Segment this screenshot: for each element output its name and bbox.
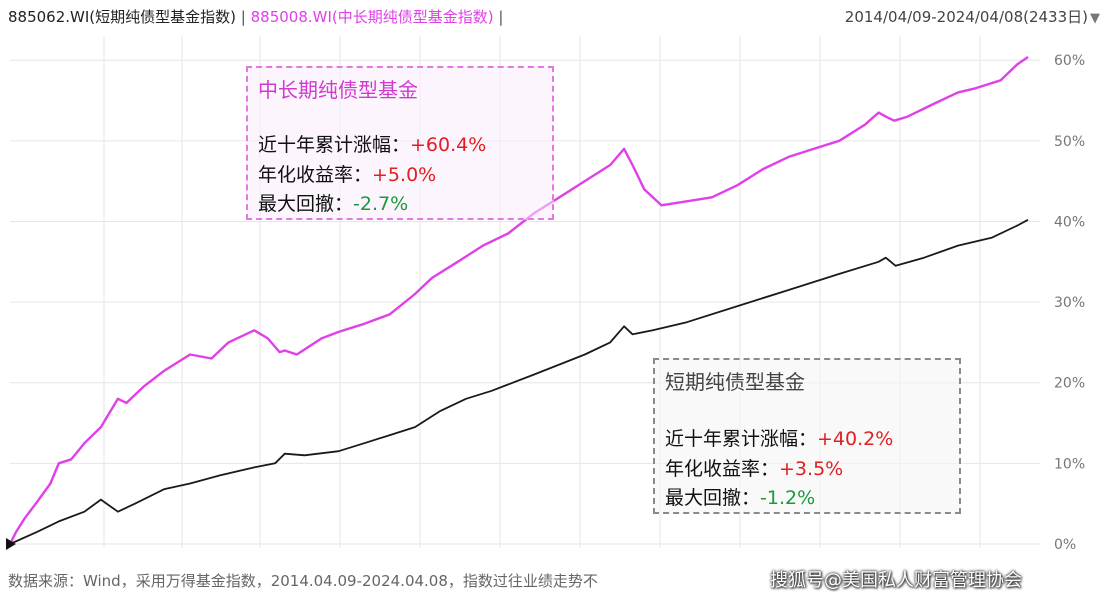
start-point-marker (6, 538, 16, 550)
short-term-box-title: 短期纯债型基金 (665, 370, 805, 394)
short-term-cum-label: 近十年累计涨幅： (665, 428, 818, 450)
y-tick-label: 0% (1054, 537, 1076, 553)
long-term-cum-value: +60.4% (410, 134, 487, 156)
y-tick-label: 50% (1054, 134, 1085, 150)
short-term-dd-value: -1.2% (760, 487, 816, 509)
short-term-cum-value: +40.2% (817, 428, 894, 450)
long-term-fund-stats-box: 中长期纯债型基金 近十年累计涨幅：+60.4% 年化收益率：+5.0% 最大回撤… (246, 66, 554, 220)
long-term-series-line (8, 56, 1029, 545)
short-term-series-line (9, 219, 1029, 545)
short-term-cum-row: 近十年累计涨幅：+40.2% (665, 424, 893, 451)
y-axis: 0% 10% 20% 30% 40% 50% 60% (1054, 53, 1085, 553)
legend-short-series[interactable]: 885062.WI(短期纯债型基金指数) (8, 8, 236, 26)
long-term-dd-label: 最大回撤： (258, 193, 354, 215)
y-tick-label: 20% (1054, 376, 1085, 392)
short-term-ann-value: +3.5% (779, 458, 844, 480)
dropdown-triangle-icon[interactable]: ▼ (1090, 11, 1100, 26)
short-term-dd-label: 最大回撤： (665, 487, 761, 509)
long-term-dd-row: 最大回撤：-2.7% (258, 189, 408, 216)
data-source-note: 数据来源：Wind，采用万得基金指数，2014.04.09-2024.04.08… (8, 572, 598, 590)
short-term-ann-row: 年化收益率：+3.5% (665, 454, 843, 481)
date-range-selector[interactable]: 2014/04/09-2024/04/08(2433日) ▼ (845, 6, 1100, 27)
watermark: 搜狐号@美国私人财富管理协会 (770, 570, 1022, 591)
date-range-text: 2014/04/09-2024/04/08(2433日) (844, 8, 1088, 26)
y-tick-label: 60% (1054, 53, 1085, 69)
y-tick-label: 10% (1054, 456, 1085, 472)
y-tick-label: 30% (1054, 295, 1085, 311)
short-term-ann-label: 年化收益率： (665, 458, 780, 480)
long-term-ann-row: 年化收益率：+5.0% (258, 160, 436, 187)
legend-long-series[interactable]: 885008.WI(中长期纯债型基金指数) (250, 8, 494, 26)
short-term-fund-stats-box: 短期纯债型基金 近十年累计涨幅：+40.2% 年化收益率：+3.5% 最大回撤：… (653, 358, 961, 514)
long-term-cum-label: 近十年累计涨幅： (258, 134, 411, 156)
chart-legend: 885062.WI(短期纯债型基金指数) | 885008.WI(中长期纯债型基… (8, 6, 503, 27)
legend-separator: | (240, 8, 246, 26)
legend-trailing-separator: | (498, 8, 504, 26)
long-term-ann-value: +5.0% (372, 164, 437, 186)
y-tick-label: 40% (1054, 214, 1085, 230)
chart-series (6, 56, 1029, 550)
short-term-dd-row: 最大回撤：-1.2% (665, 483, 815, 510)
long-term-ann-label: 年化收益率： (258, 164, 373, 186)
long-term-dd-value: -2.7% (353, 193, 409, 215)
long-term-cum-row: 近十年累计涨幅：+60.4% (258, 130, 486, 157)
long-term-box-title: 中长期纯债型基金 (258, 78, 418, 102)
